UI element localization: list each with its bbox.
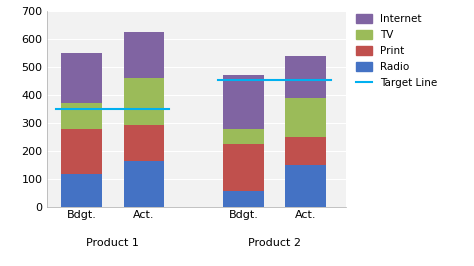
Bar bbox=[62, 53, 102, 103]
Bar bbox=[124, 78, 164, 124]
Bar bbox=[285, 56, 326, 98]
Bar bbox=[62, 103, 102, 129]
Text: Product 1: Product 1 bbox=[86, 238, 139, 248]
Bar bbox=[223, 129, 264, 144]
Text: Product 2: Product 2 bbox=[248, 238, 301, 248]
Bar bbox=[124, 32, 164, 78]
Bar bbox=[62, 174, 102, 207]
Bar bbox=[285, 137, 326, 165]
Bar bbox=[124, 161, 164, 207]
Legend: Internet, TV, Print, Radio, Target Line: Internet, TV, Print, Radio, Target Line bbox=[354, 12, 439, 90]
Bar bbox=[285, 165, 326, 207]
Bar bbox=[124, 124, 164, 161]
Bar bbox=[285, 98, 326, 137]
Bar bbox=[223, 191, 264, 207]
Bar bbox=[223, 75, 264, 129]
Bar bbox=[62, 129, 102, 174]
Bar bbox=[223, 144, 264, 191]
